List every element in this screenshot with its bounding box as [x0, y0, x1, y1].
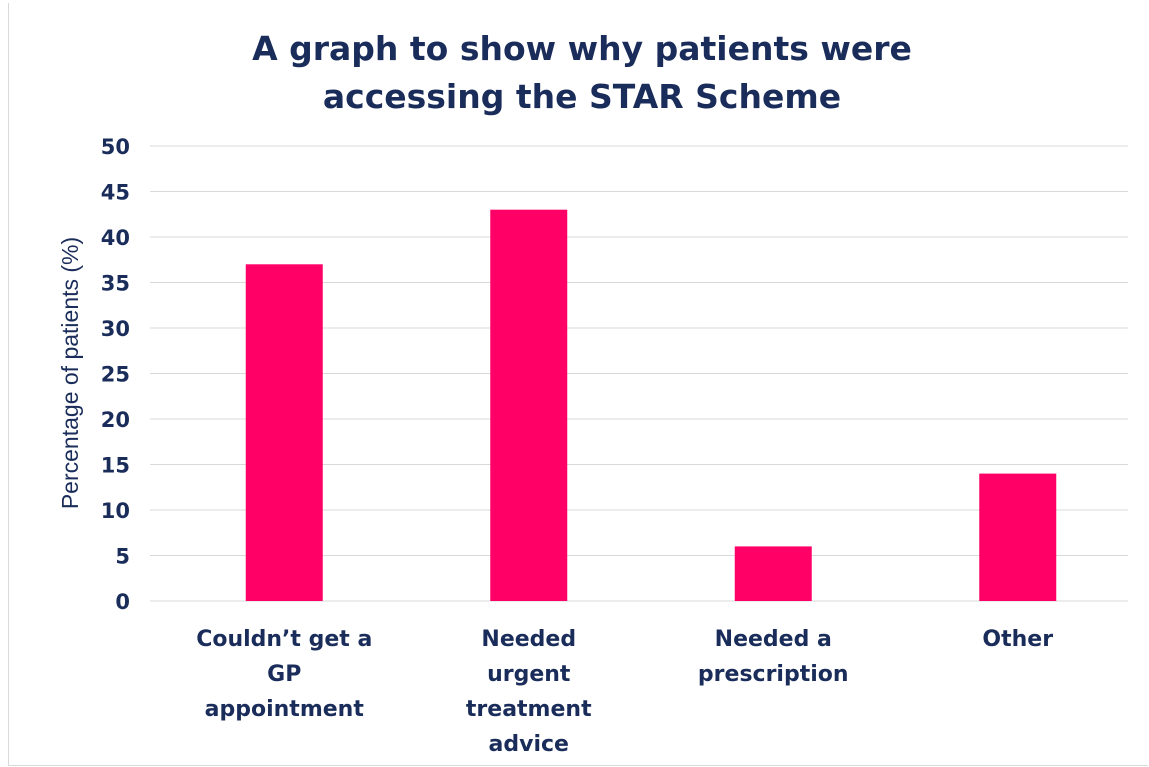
- y-tick-label: 45: [101, 181, 130, 205]
- bar: [734, 546, 812, 601]
- x-category-label: treatment: [466, 697, 592, 722]
- bar: [245, 264, 323, 601]
- x-category-label: advice: [489, 732, 569, 757]
- y-tick-label: 25: [101, 363, 130, 387]
- bar: [490, 209, 568, 601]
- y-tick-label: 0: [115, 590, 130, 614]
- x-category-label: prescription: [698, 662, 849, 687]
- bar: [979, 473, 1057, 601]
- x-category-label: Couldn’t get a: [196, 627, 372, 652]
- x-category-label: Needed a: [715, 627, 832, 652]
- x-category-label: Other: [982, 627, 1053, 652]
- chart-title-line: accessing the STAR Scheme: [323, 77, 841, 116]
- chart-title-line: A graph to show why patients were: [252, 29, 912, 68]
- y-tick-label: 35: [101, 272, 130, 296]
- y-axis-label: Percentage of patients (%): [57, 237, 83, 509]
- y-tick-label: 30: [101, 317, 130, 341]
- x-category-label: appointment: [205, 697, 365, 722]
- x-category-label: urgent: [487, 662, 571, 687]
- y-tick-label: 10: [101, 499, 130, 523]
- chart-frame: [8, 3, 1148, 766]
- y-tick-label: 15: [101, 454, 130, 478]
- y-tick-label: 5: [115, 545, 130, 569]
- x-category-label: Needed: [481, 627, 576, 652]
- y-tick-label: 50: [101, 135, 130, 159]
- y-tick-label: 20: [101, 408, 130, 432]
- x-category-label: GP: [267, 662, 301, 687]
- y-tick-label: 40: [101, 226, 130, 250]
